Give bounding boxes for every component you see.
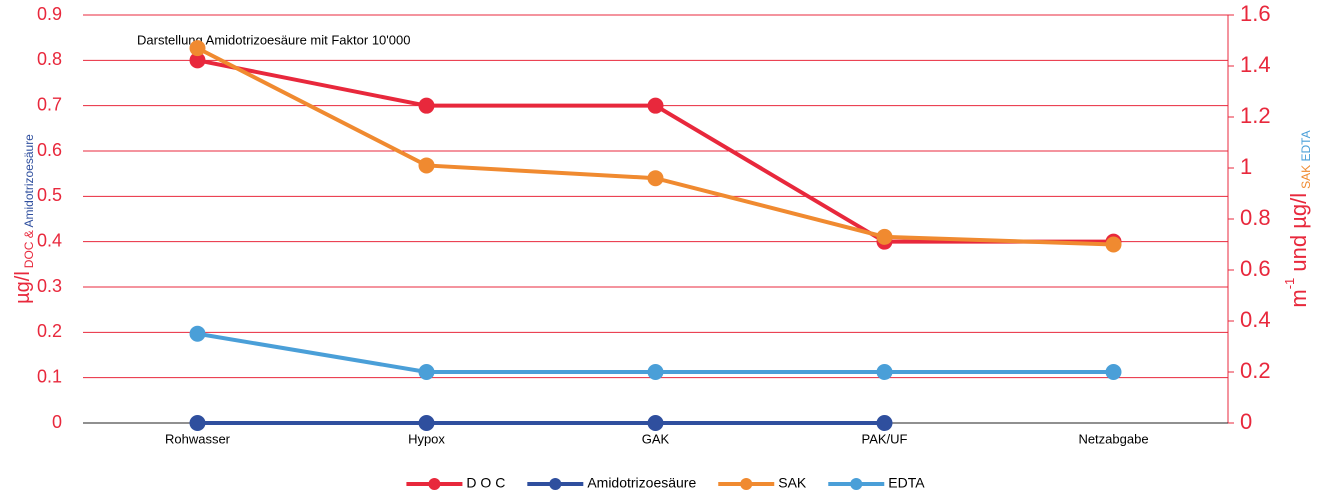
data-point xyxy=(647,97,664,114)
data-point xyxy=(189,325,206,342)
y2-tick-label: 0.2 xyxy=(1240,358,1271,383)
data-point xyxy=(1105,236,1122,253)
y2-tick-label: 1 xyxy=(1240,154,1252,179)
legend-label: D O C xyxy=(466,475,505,491)
data-point xyxy=(876,415,893,431)
y-tick-label: 0.9 xyxy=(37,4,62,24)
legend-marker xyxy=(850,478,863,490)
data-point xyxy=(418,415,435,431)
y2-label-part: -1 xyxy=(1282,278,1297,290)
y2-tick-label: 1.2 xyxy=(1240,103,1271,128)
series-line xyxy=(196,46,1114,247)
y-tick-label: 0.7 xyxy=(37,94,62,114)
data-point xyxy=(876,364,893,380)
legend-label: Amidotrizoesäure xyxy=(587,475,696,491)
data-point xyxy=(876,228,893,245)
y2-tick-label: 0.4 xyxy=(1240,307,1271,332)
data-point xyxy=(418,364,435,380)
data-point xyxy=(189,52,206,69)
x-tick-label: Hypox xyxy=(408,431,445,446)
y-label-part: Amidotrizoesäure xyxy=(22,134,36,228)
legend-marker xyxy=(549,478,562,490)
data-point xyxy=(647,415,664,431)
y2-axis-label: m-1 und µg/l SAK EDTA xyxy=(1282,130,1313,307)
y-tick-label: 0.3 xyxy=(37,276,62,296)
data-point xyxy=(189,415,206,431)
legend-label: EDTA xyxy=(888,475,925,491)
y2-label-part: m xyxy=(1286,289,1311,307)
y-tick-label: 0.1 xyxy=(37,366,62,386)
data-point xyxy=(647,170,664,187)
y-tick-label: 0.4 xyxy=(37,230,62,250)
y2-tick-label: 1.6 xyxy=(1240,1,1271,26)
data-point xyxy=(418,157,435,174)
legend-marker xyxy=(740,478,753,490)
y-tick-label: 0 xyxy=(52,412,62,432)
x-tick-label: PAK/UF xyxy=(862,431,908,446)
legend-marker xyxy=(428,478,441,490)
y-tick-label: 0.5 xyxy=(37,185,62,205)
y2-tick-label: 1.4 xyxy=(1240,52,1271,77)
y-tick-label: 0.8 xyxy=(37,49,62,69)
y-label-part: µg/l xyxy=(12,271,34,304)
data-point xyxy=(418,97,435,114)
y-label-part: DOC & xyxy=(22,228,36,269)
y-axis-label: µg/l DOC & Amidotrizoesäure xyxy=(12,134,36,304)
y2-label-part: EDTA xyxy=(1299,130,1313,161)
legend-label: SAK xyxy=(778,475,807,491)
data-point xyxy=(647,364,664,380)
x-tick-label: GAK xyxy=(642,431,670,446)
y2-label-part: SAK xyxy=(1299,165,1313,189)
y2-tick-label: 0.6 xyxy=(1240,256,1271,281)
y2-tick-label: 0 xyxy=(1240,409,1252,434)
y2-tick-label: 0.8 xyxy=(1240,205,1271,230)
y-tick-label: 0.2 xyxy=(37,321,62,341)
annotation: Darstellung Amidotrizoesäure mit Faktor … xyxy=(137,32,410,47)
x-tick-label: Netzabgabe xyxy=(1078,431,1148,446)
y-tick-label: 0.6 xyxy=(37,140,62,160)
x-tick-label: Rohwasser xyxy=(165,431,231,446)
data-point xyxy=(1105,364,1122,380)
y2-label-part: und µg/l xyxy=(1286,193,1311,278)
data-point xyxy=(189,40,206,57)
